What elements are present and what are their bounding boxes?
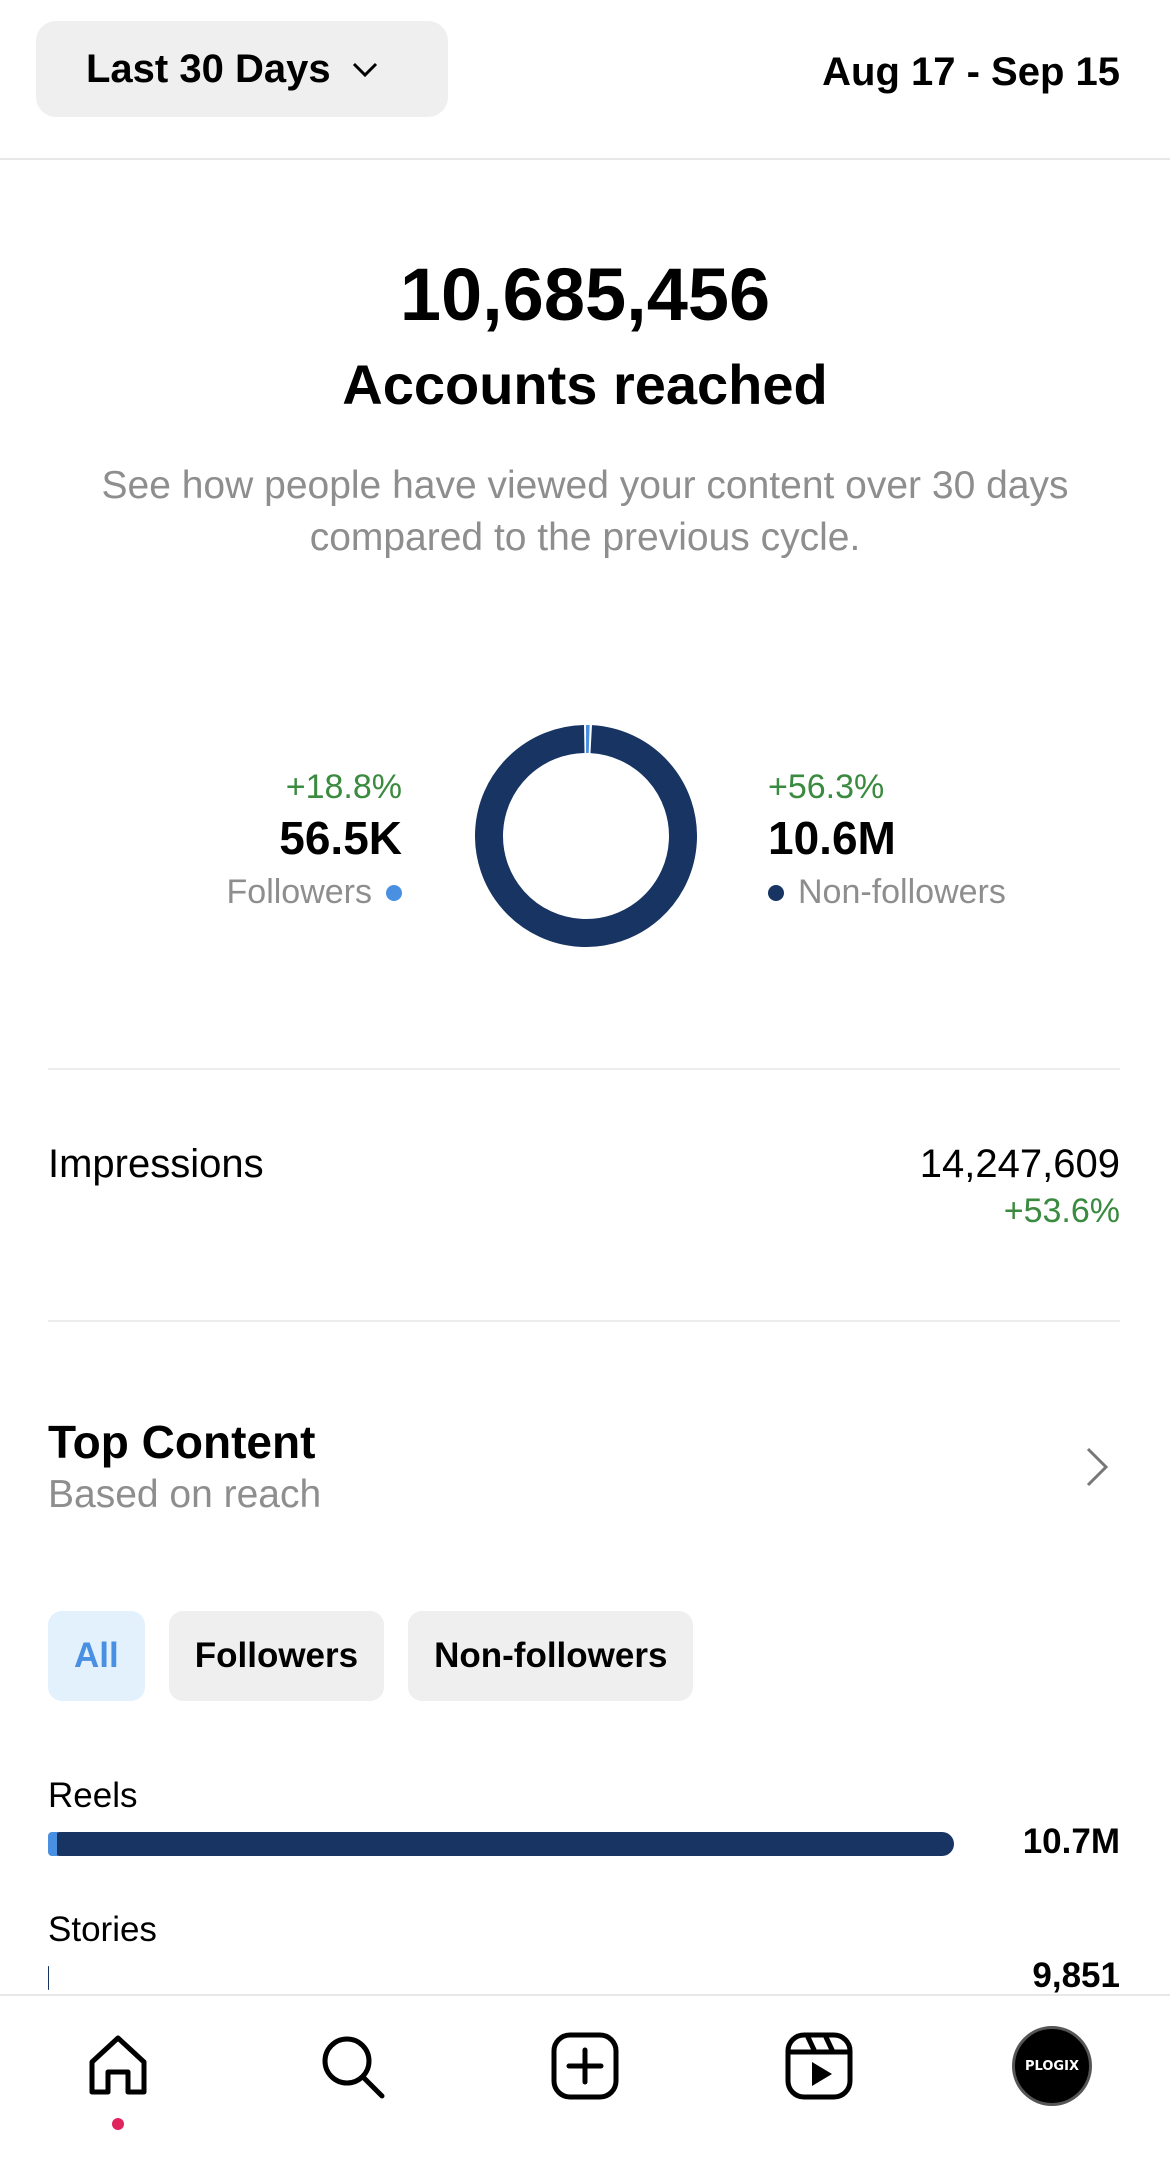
accounts-reached-count: 10,685,456 — [399, 253, 771, 336]
non-followers-dot — [768, 884, 784, 901]
reels-label: Reels — [48, 1776, 138, 1815]
donut-segment-followers — [475, 725, 697, 947]
stories-value: 9,851 — [1032, 1956, 1120, 1995]
followers-change: +18.8% — [285, 768, 402, 806]
followers-label: Followers — [226, 873, 372, 911]
followers-value: 56.5K — [279, 812, 402, 864]
reels-tab[interactable] — [779, 2026, 859, 2106]
search-tab[interactable] — [312, 2026, 392, 2106]
bottom-navigation: PLOGIX — [0, 1994, 1170, 2168]
reels-bar-track — [48, 1832, 954, 1856]
filter-chip-non-followers[interactable]: Non-followers — [408, 1611, 694, 1701]
stories-bar-fill — [48, 1966, 49, 1990]
donut-segment-non-followers — [475, 725, 697, 947]
divider — [48, 1320, 1120, 1322]
reels-bar-fill — [48, 1832, 954, 1856]
top-content-title[interactable]: Top Content — [48, 1416, 316, 1468]
audience-donut-chart — [475, 725, 697, 947]
create-tab[interactable] — [545, 2026, 625, 2106]
date-range-dropdown[interactable]: Last 30 Days — [36, 21, 448, 117]
plus-square-icon — [551, 2032, 619, 2100]
date-range-text: Aug 17 - Sep 15 — [822, 50, 1120, 94]
non-followers-stat: +56.3% 10.6M Non-followers — [768, 768, 1006, 912]
chevron-right-icon[interactable] — [1078, 1443, 1114, 1491]
chevron-down-icon — [352, 62, 377, 78]
filter-chip-all[interactable]: All — [48, 1611, 145, 1701]
avatar: PLOGIX — [1012, 2026, 1092, 2106]
stories-label: Stories — [48, 1910, 157, 1949]
followers-dot — [386, 884, 402, 901]
followers-stat: +18.8% 56.5K Followers — [227, 768, 402, 912]
accounts-reached-description: See how people have viewed your content … — [101, 464, 1069, 559]
reels-value: 10.7M — [1022, 1822, 1120, 1861]
home-icon — [89, 2035, 147, 2095]
filter-chip-followers[interactable]: Followers — [168, 1611, 385, 1701]
non-followers-change: +56.3% — [768, 768, 885, 806]
followers-legend: Followers — [227, 873, 402, 912]
notification-dot — [112, 2118, 124, 2130]
non-followers-label: Non-followers — [798, 873, 1006, 911]
impressions-value: 14,247,609 — [919, 1142, 1120, 1186]
divider — [48, 1068, 1120, 1070]
reels-bar-start — [48, 1832, 57, 1856]
profile-tab[interactable]: PLOGIX — [1012, 2026, 1092, 2106]
impressions-label: Impressions — [48, 1142, 264, 1186]
header: Last 30 Days Aug 17 - Sep 15 — [0, 0, 1170, 160]
reels-icon — [785, 2032, 853, 2100]
home-tab[interactable] — [78, 2026, 158, 2106]
non-followers-value: 10.6M — [768, 812, 896, 864]
stories-bar-track — [48, 1966, 954, 1990]
content-filter-chips: All Followers Non-followers — [48, 1611, 694, 1701]
search-icon — [322, 2036, 385, 2099]
range-label: Last 30 Days — [86, 46, 331, 91]
accounts-reached-label: Accounts reached — [342, 353, 828, 416]
non-followers-legend: Non-followers — [768, 873, 1006, 912]
impressions-change: +53.6% — [1003, 1192, 1120, 1230]
top-content-subtitle: Based on reach — [48, 1473, 322, 1516]
